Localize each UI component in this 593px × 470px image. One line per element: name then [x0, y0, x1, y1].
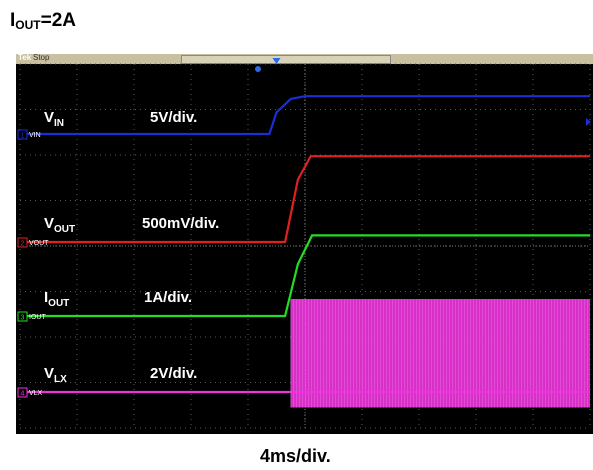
series-scale-iout: 1A/div.	[144, 289, 192, 306]
series-scale-vin: 5V/div.	[150, 109, 197, 126]
series-line-iout	[20, 234, 590, 318]
series-line-vout	[20, 155, 590, 244]
time-scale-label: 4ms/div.	[260, 446, 331, 466]
series-scale-vlx: 2V/div.	[150, 365, 197, 382]
channel-number-vout: 2	[21, 241, 25, 248]
series-label-vout: VOUT	[44, 215, 75, 235]
trigger-marker	[272, 58, 281, 64]
chart-title: IOUT=2A	[10, 10, 77, 32]
channel-tag-vout: VOUT	[29, 240, 49, 247]
channel-marker-vout	[17, 237, 28, 248]
channel-number-iout: 3	[21, 315, 25, 322]
series-label-vin: VIN	[44, 109, 64, 129]
series-label-vlx: VLX	[44, 365, 67, 385]
series-line-vin	[20, 95, 590, 136]
channel-marker-vlx	[17, 387, 28, 398]
channel-marker-vin	[17, 129, 28, 140]
vlx-switching-envelope	[290, 299, 590, 408]
trigger-level-marker	[586, 118, 591, 126]
channel-number-vlx: 4	[21, 391, 25, 398]
acquisition-state: Stop	[33, 53, 50, 62]
channel-marker-iout	[17, 311, 28, 322]
series-scale-vout: 500mV/div.	[142, 215, 219, 232]
scope-brand: Tek	[18, 53, 32, 62]
channel-tag-vin: VIN	[29, 132, 41, 139]
series-label-iout: IOUT	[44, 289, 69, 309]
channel-number-vin: 1	[21, 133, 25, 140]
channel-tag-iout: IOUT	[29, 314, 46, 321]
channel-tag-vlx: VLX	[29, 390, 43, 397]
trigger-position-icon	[255, 66, 261, 72]
